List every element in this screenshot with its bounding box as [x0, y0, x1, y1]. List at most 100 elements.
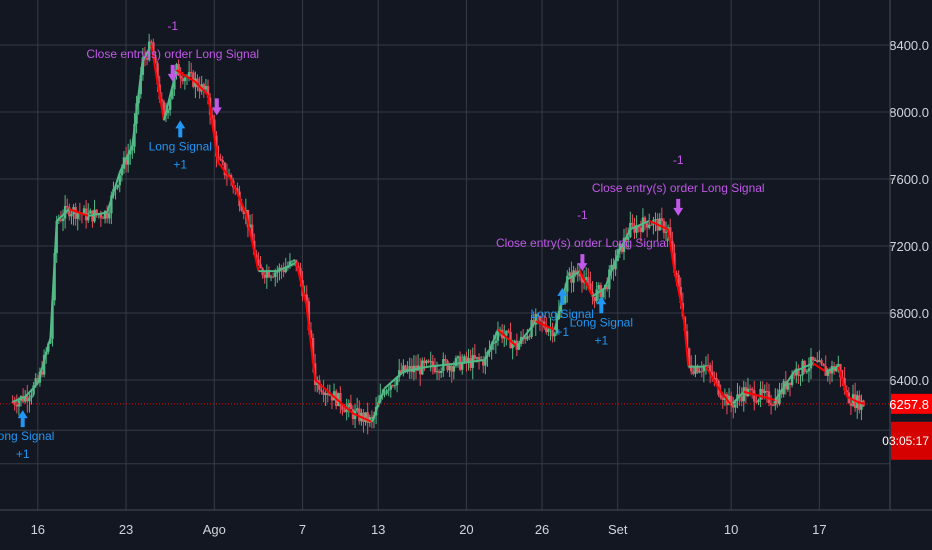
last-price-label[interactable]: 6257.8: [889, 397, 929, 412]
candle-body: [385, 390, 388, 394]
candle-body: [400, 370, 403, 374]
candle-body: [473, 355, 477, 359]
time-tick-label[interactable]: Set: [608, 522, 628, 537]
candle-body: [553, 333, 556, 337]
long-signal-label: Long Signal: [531, 307, 594, 321]
price-axis[interactable]: 8400.0 8000.0 7600.0 7200.0 6800.0 6400.0 6257…: [882, 0, 932, 510]
price-tick-label[interactable]: 6800.0: [889, 306, 929, 321]
candle-body: [513, 340, 516, 344]
time-tick-label[interactable]: 23: [119, 522, 133, 537]
candle-body: [711, 371, 714, 378]
candle-body: [139, 74, 142, 95]
candle-body: [706, 365, 710, 367]
candle-body: [595, 289, 598, 302]
candle-body: [118, 175, 121, 186]
candle-body: [467, 358, 470, 363]
candle-body: [637, 225, 640, 228]
candle-body: [631, 222, 634, 225]
close-signal-arrow-icon[interactable]: [211, 98, 222, 116]
price-tick-label[interactable]: 8400.0: [889, 38, 929, 53]
countdown-tag[interactable]: [891, 421, 932, 460]
candle-body: [423, 360, 426, 364]
candle-body: [339, 392, 342, 407]
time-tick-label[interactable]: Ago: [203, 522, 226, 537]
long-signal-qty: +1: [173, 157, 187, 171]
candle-body: [108, 213, 111, 219]
candle-body: [669, 227, 672, 241]
close-signal-arrow-icon[interactable]: [167, 64, 178, 82]
candle-body: [811, 356, 815, 361]
candle-body: [658, 218, 661, 231]
time-tick-label[interactable]: 17: [812, 522, 826, 537]
last-price-tag[interactable]: [891, 393, 932, 414]
trend-segment: [352, 412, 373, 423]
candle-body: [257, 259, 260, 265]
candle-body: [713, 377, 716, 379]
long-signal-arrow-icon[interactable]: [596, 296, 607, 314]
candle-body: [771, 404, 775, 406]
time-tick-label[interactable]: 20: [459, 522, 473, 537]
candle-body: [229, 175, 233, 181]
candle-body: [34, 378, 37, 386]
trend-segment: [793, 362, 814, 373]
close-signal-arrow-icon[interactable]: [577, 254, 588, 272]
candle-body: [42, 354, 46, 375]
candle-body: [860, 400, 863, 410]
candle-body: [645, 223, 649, 228]
trend-segment: [106, 172, 121, 213]
time-tick-label[interactable]: 26: [535, 522, 549, 537]
long-signal-arrow-icon[interactable]: [557, 287, 568, 305]
long-signal-qty: +1: [16, 447, 30, 461]
candle-body: [551, 327, 554, 337]
candle-body: [110, 195, 113, 214]
candle-body: [534, 314, 537, 325]
long-signal-arrow-icon[interactable]: [175, 120, 186, 138]
candle-body: [24, 395, 27, 402]
candle-body: [429, 361, 432, 363]
time-tick-label[interactable]: 16: [31, 522, 45, 537]
candle-body: [189, 72, 193, 74]
price-tick-label[interactable]: 6400.0: [889, 373, 929, 388]
candle-body: [660, 218, 664, 222]
candle-body: [160, 99, 163, 102]
candle-body: [21, 396, 25, 402]
time-tick-label[interactable]: 10: [724, 522, 738, 537]
candle-body: [271, 276, 275, 278]
trend-segment: [856, 400, 866, 405]
time-axis[interactable]: 16 23 Ago 7 13 20 26 Set 10 17: [0, 509, 932, 537]
price-tick-label[interactable]: 7600.0: [889, 172, 929, 187]
candle-body: [633, 224, 636, 233]
countdown-label[interactable]: 03:05:17: [882, 434, 929, 448]
candle-body: [217, 156, 220, 159]
long-signal-arrow-icon[interactable]: [17, 410, 28, 428]
candle-body: [221, 160, 224, 163]
candle-body: [269, 276, 273, 278]
candle-body: [166, 109, 170, 114]
candle-body: [547, 329, 550, 333]
candle-body: [11, 401, 14, 403]
candle-body: [540, 320, 544, 322]
time-tick-label[interactable]: 13: [371, 522, 385, 537]
candle-body: [778, 389, 781, 405]
price-tick-label[interactable]: 7200.0: [889, 239, 929, 254]
close-signal-arrow-icon[interactable]: [673, 198, 684, 216]
candle-body: [627, 237, 630, 240]
candle-body: [677, 274, 680, 288]
candle-body: [358, 408, 361, 422]
time-tick-label[interactable]: 7: [299, 522, 306, 537]
candle-body: [383, 393, 386, 395]
candle-body: [61, 218, 65, 221]
candle-body: [750, 388, 754, 391]
candle-body: [692, 371, 695, 374]
long-signal-label: Long Signal: [570, 315, 633, 329]
candle-body: [168, 99, 172, 110]
candle-body: [248, 224, 252, 228]
candle-body: [494, 340, 498, 343]
candle-body: [328, 394, 332, 396]
candle-body: [435, 371, 439, 373]
candle-body: [263, 274, 266, 278]
candle-body: [503, 335, 506, 339]
price-tick-label[interactable]: 8000.0: [889, 105, 929, 120]
candle-body: [15, 404, 19, 407]
